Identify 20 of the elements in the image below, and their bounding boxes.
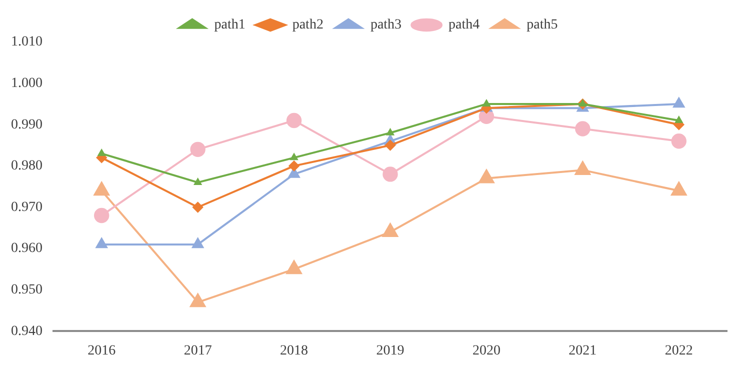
- x-tick-label: 2019: [376, 343, 404, 358]
- x-tick-label: 2016: [88, 343, 116, 358]
- x-tick-label: 2022: [664, 343, 693, 358]
- y-tick-label: 0.960: [11, 241, 42, 256]
- legend-label: path4: [448, 18, 480, 33]
- y-tick-label: 1.000: [11, 76, 42, 91]
- legend-label: path3: [370, 18, 402, 33]
- x-tick-label: 2021: [568, 343, 597, 358]
- y-tick-label: 1.010: [11, 34, 42, 50]
- y-tick-label: 0.980: [11, 158, 42, 174]
- y-tick-label: 0.940: [11, 324, 42, 339]
- x-tick-label: 2017: [184, 343, 212, 358]
- legend-label: path1: [214, 18, 246, 33]
- legend-label: path5: [526, 18, 558, 33]
- legend-label: path2: [292, 18, 324, 33]
- x-tick-label: 2018: [280, 343, 308, 358]
- y-tick-label: 0.950: [11, 282, 42, 298]
- y-tick-label: 0.970: [11, 200, 42, 215]
- x-tick-label: 2020: [472, 343, 500, 358]
- y-tick-label: 0.990: [11, 117, 42, 132]
